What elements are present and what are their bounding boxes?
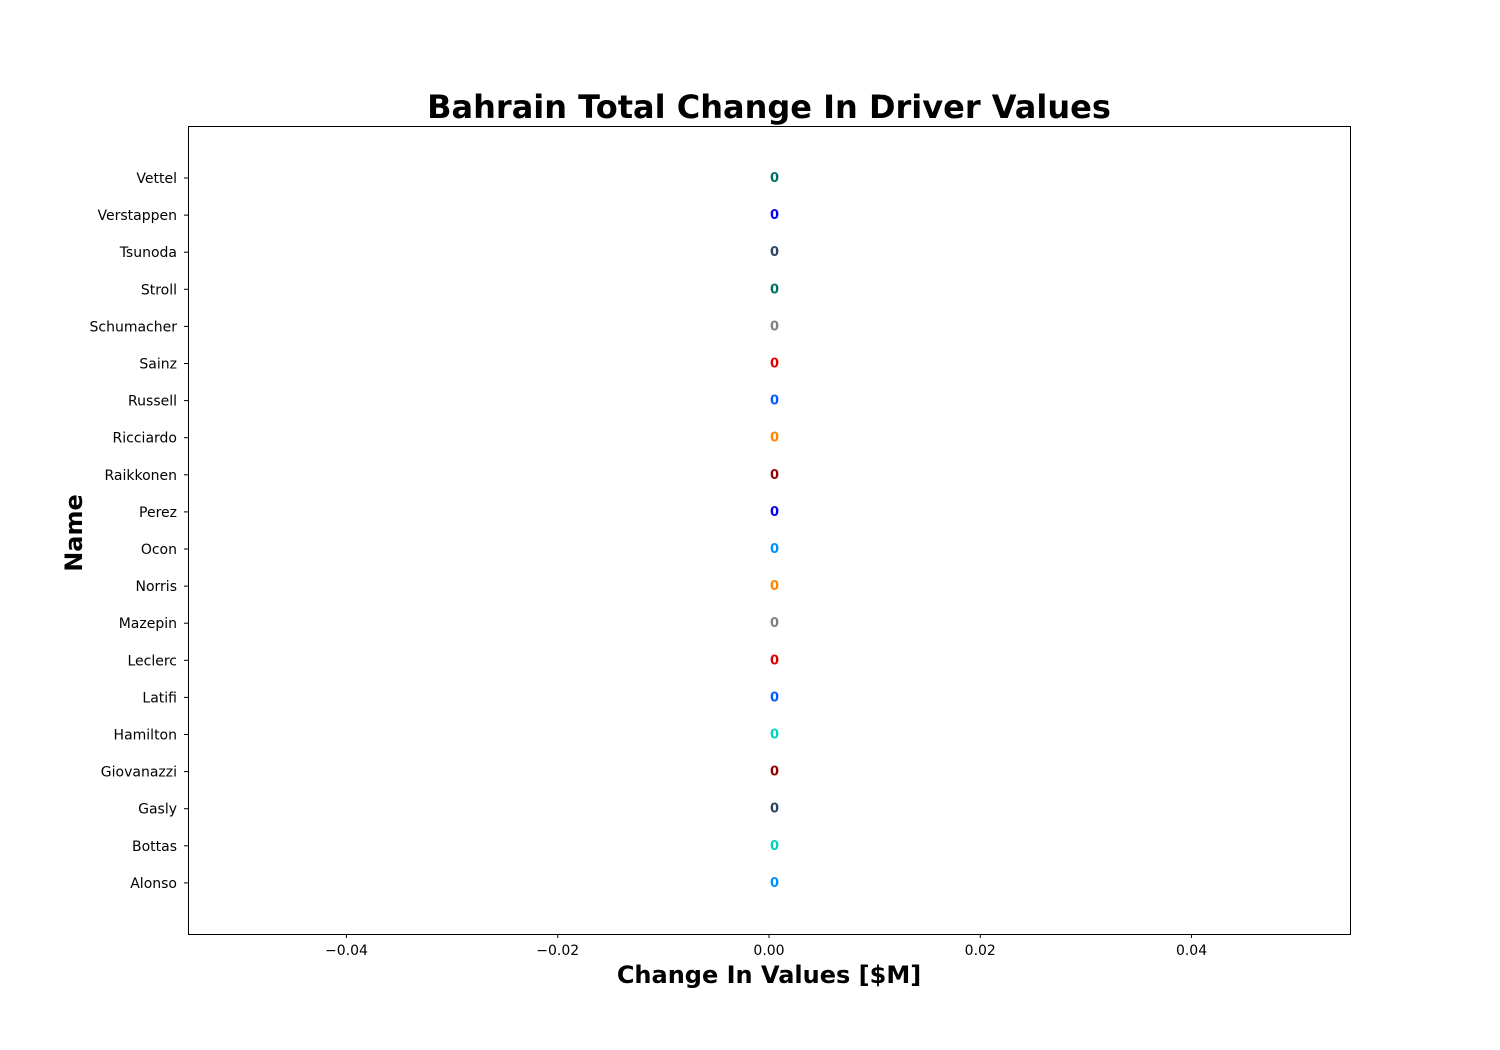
y-tick-label-tsunoda: Tsunoda [119,245,177,261]
x-axis-label: Change In Values [$M] [617,961,921,989]
y-tick-label-russell: Russell [128,394,177,410]
data-label-norris: 0 [770,579,779,594]
data-label-giovanazzi: 0 [770,765,779,780]
y-tick-label-giovanazzi: Giovanazzi [101,765,177,781]
data-label-raikkonen: 0 [770,468,779,483]
x-tick-label: 0.04 [1176,943,1207,959]
data-label-perez: 0 [770,505,779,520]
data-label-schumacher: 0 [770,319,779,334]
y-tick-label-gasly: Gasly [138,802,177,818]
data-label-verstappen: 0 [770,208,779,223]
y-tick-label-bottas: Bottas [132,839,177,855]
data-label-bottas: 0 [770,839,779,854]
y-tick-label-sainz: Sainz [139,357,177,373]
y-tick-label-ocon: Ocon [141,542,177,558]
data-label-mazepin: 0 [770,616,779,631]
chart-title: Bahrain Total Change In Driver Values [427,88,1111,126]
x-tick-label: 0.00 [753,943,784,959]
y-tick-label-alonso: Alonso [130,876,177,892]
data-label-vettel: 0 [770,171,779,186]
y-tick-label-ricciardo: Ricciardo [113,431,177,447]
y-axis-label: Name [60,494,88,572]
data-labels-group: 0 0 0 0 0 0 0 0 0 0 0 0 0 0 0 0 0 0 0 0 [770,171,779,891]
x-axis-ticks: −0.04 −0.02 0.00 0.02 0.04 [325,934,1207,959]
y-tick-label-latifi: Latifi [142,690,177,706]
y-tick-label-hamilton: Hamilton [114,728,177,744]
data-label-leclerc: 0 [770,653,779,668]
y-tick-label-vettel: Vettel [136,171,177,187]
y-tick-label-leclerc: Leclerc [127,653,177,669]
data-label-ocon: 0 [770,542,779,557]
y-tick-label-stroll: Stroll [141,282,177,298]
y-tick-label-verstappen: Verstappen [98,208,177,224]
x-tick-label: −0.02 [536,943,579,959]
y-tick-label-norris: Norris [136,579,178,595]
data-label-latifi: 0 [770,690,779,705]
data-label-sainz: 0 [770,357,779,372]
data-label-alonso: 0 [770,876,779,891]
data-label-ricciardo: 0 [770,431,779,446]
y-tick-label-schumacher: Schumacher [90,319,178,335]
data-label-gasly: 0 [770,802,779,817]
data-label-tsunoda: 0 [770,245,779,260]
y-tick-label-raikkonen: Raikkonen [104,468,177,484]
x-tick-label: −0.04 [325,943,368,959]
data-label-stroll: 0 [770,282,779,297]
data-label-hamilton: 0 [770,728,779,743]
y-tick-label-mazepin: Mazepin [119,616,177,632]
y-tick-label-perez: Perez [139,505,177,521]
data-label-russell: 0 [770,394,779,409]
x-tick-label: 0.02 [965,943,996,959]
y-axis-ticks: Vettel Verstappen Tsunoda Stroll Schumacher S… [90,171,188,892]
